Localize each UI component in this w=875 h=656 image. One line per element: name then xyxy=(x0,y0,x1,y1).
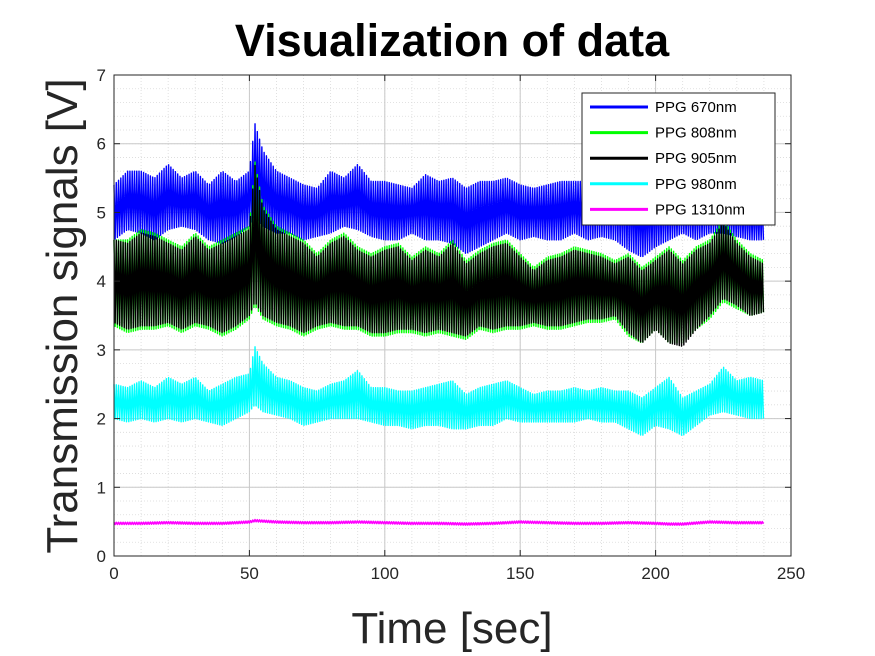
plot-border xyxy=(113,74,792,557)
y-axis-label: Transmission signals [V] xyxy=(38,78,87,553)
series-line-ppg-1310nm xyxy=(113,518,765,526)
series-layer xyxy=(113,123,765,526)
y-tick-label: 5 xyxy=(97,203,106,222)
legend-label: PPG 808nm xyxy=(655,125,737,142)
series-line-ppg-905nm xyxy=(113,164,765,347)
y-tick-label: 3 xyxy=(97,341,106,360)
x-tick-label: 250 xyxy=(777,564,805,583)
y-tick-label: 4 xyxy=(97,272,106,291)
y-tick-label: 1 xyxy=(97,478,106,497)
legend-label: PPG 1310nm xyxy=(655,201,745,218)
legend: PPG 670nm PPG 808nm PPG 905nm PPG 980nm PPG … xyxy=(581,92,776,226)
y-tick-label: 0 xyxy=(97,547,106,566)
chart-title: Visualization of data xyxy=(235,15,670,66)
y-tick-label: 2 xyxy=(97,410,106,429)
x-tick-label: 50 xyxy=(240,564,259,583)
x-tick-label: 150 xyxy=(506,564,534,583)
legend-label: PPG 980nm xyxy=(655,176,737,193)
y-tick-label: 6 xyxy=(97,135,106,154)
x-tick-label: 0 xyxy=(109,564,118,583)
legend-label: PPG 905nm xyxy=(655,150,737,167)
x-tick-label: 200 xyxy=(641,564,669,583)
y-tick-label: 7 xyxy=(97,66,106,85)
x-tick-label: 100 xyxy=(371,564,399,583)
series-line-ppg-980nm xyxy=(113,346,765,436)
legend-label: PPG 670nm xyxy=(655,99,737,116)
axis-ticks: 0 50 100 150 200 250 0 1 2 3 4 5 6 7 xyxy=(97,66,806,583)
x-axis-label: Time [sec] xyxy=(351,604,552,653)
